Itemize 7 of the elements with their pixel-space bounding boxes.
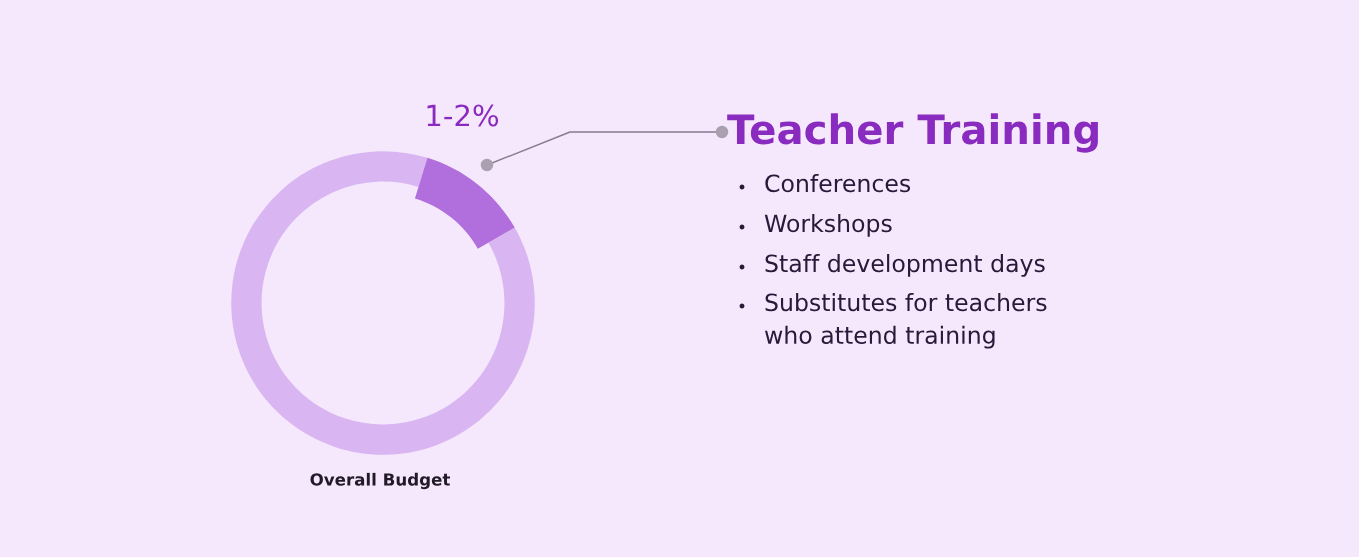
text: Overall Budget	[310, 472, 450, 490]
text: Workshops	[764, 214, 892, 237]
text: Staff development days	[765, 254, 1045, 277]
slice-label: Teacher Training	[727, 113, 1098, 153]
text: 1-2%	[427, 104, 499, 127]
text: Substitutes for teachers who attend training	[764, 293, 1047, 349]
text: Conferences	[765, 174, 911, 193]
